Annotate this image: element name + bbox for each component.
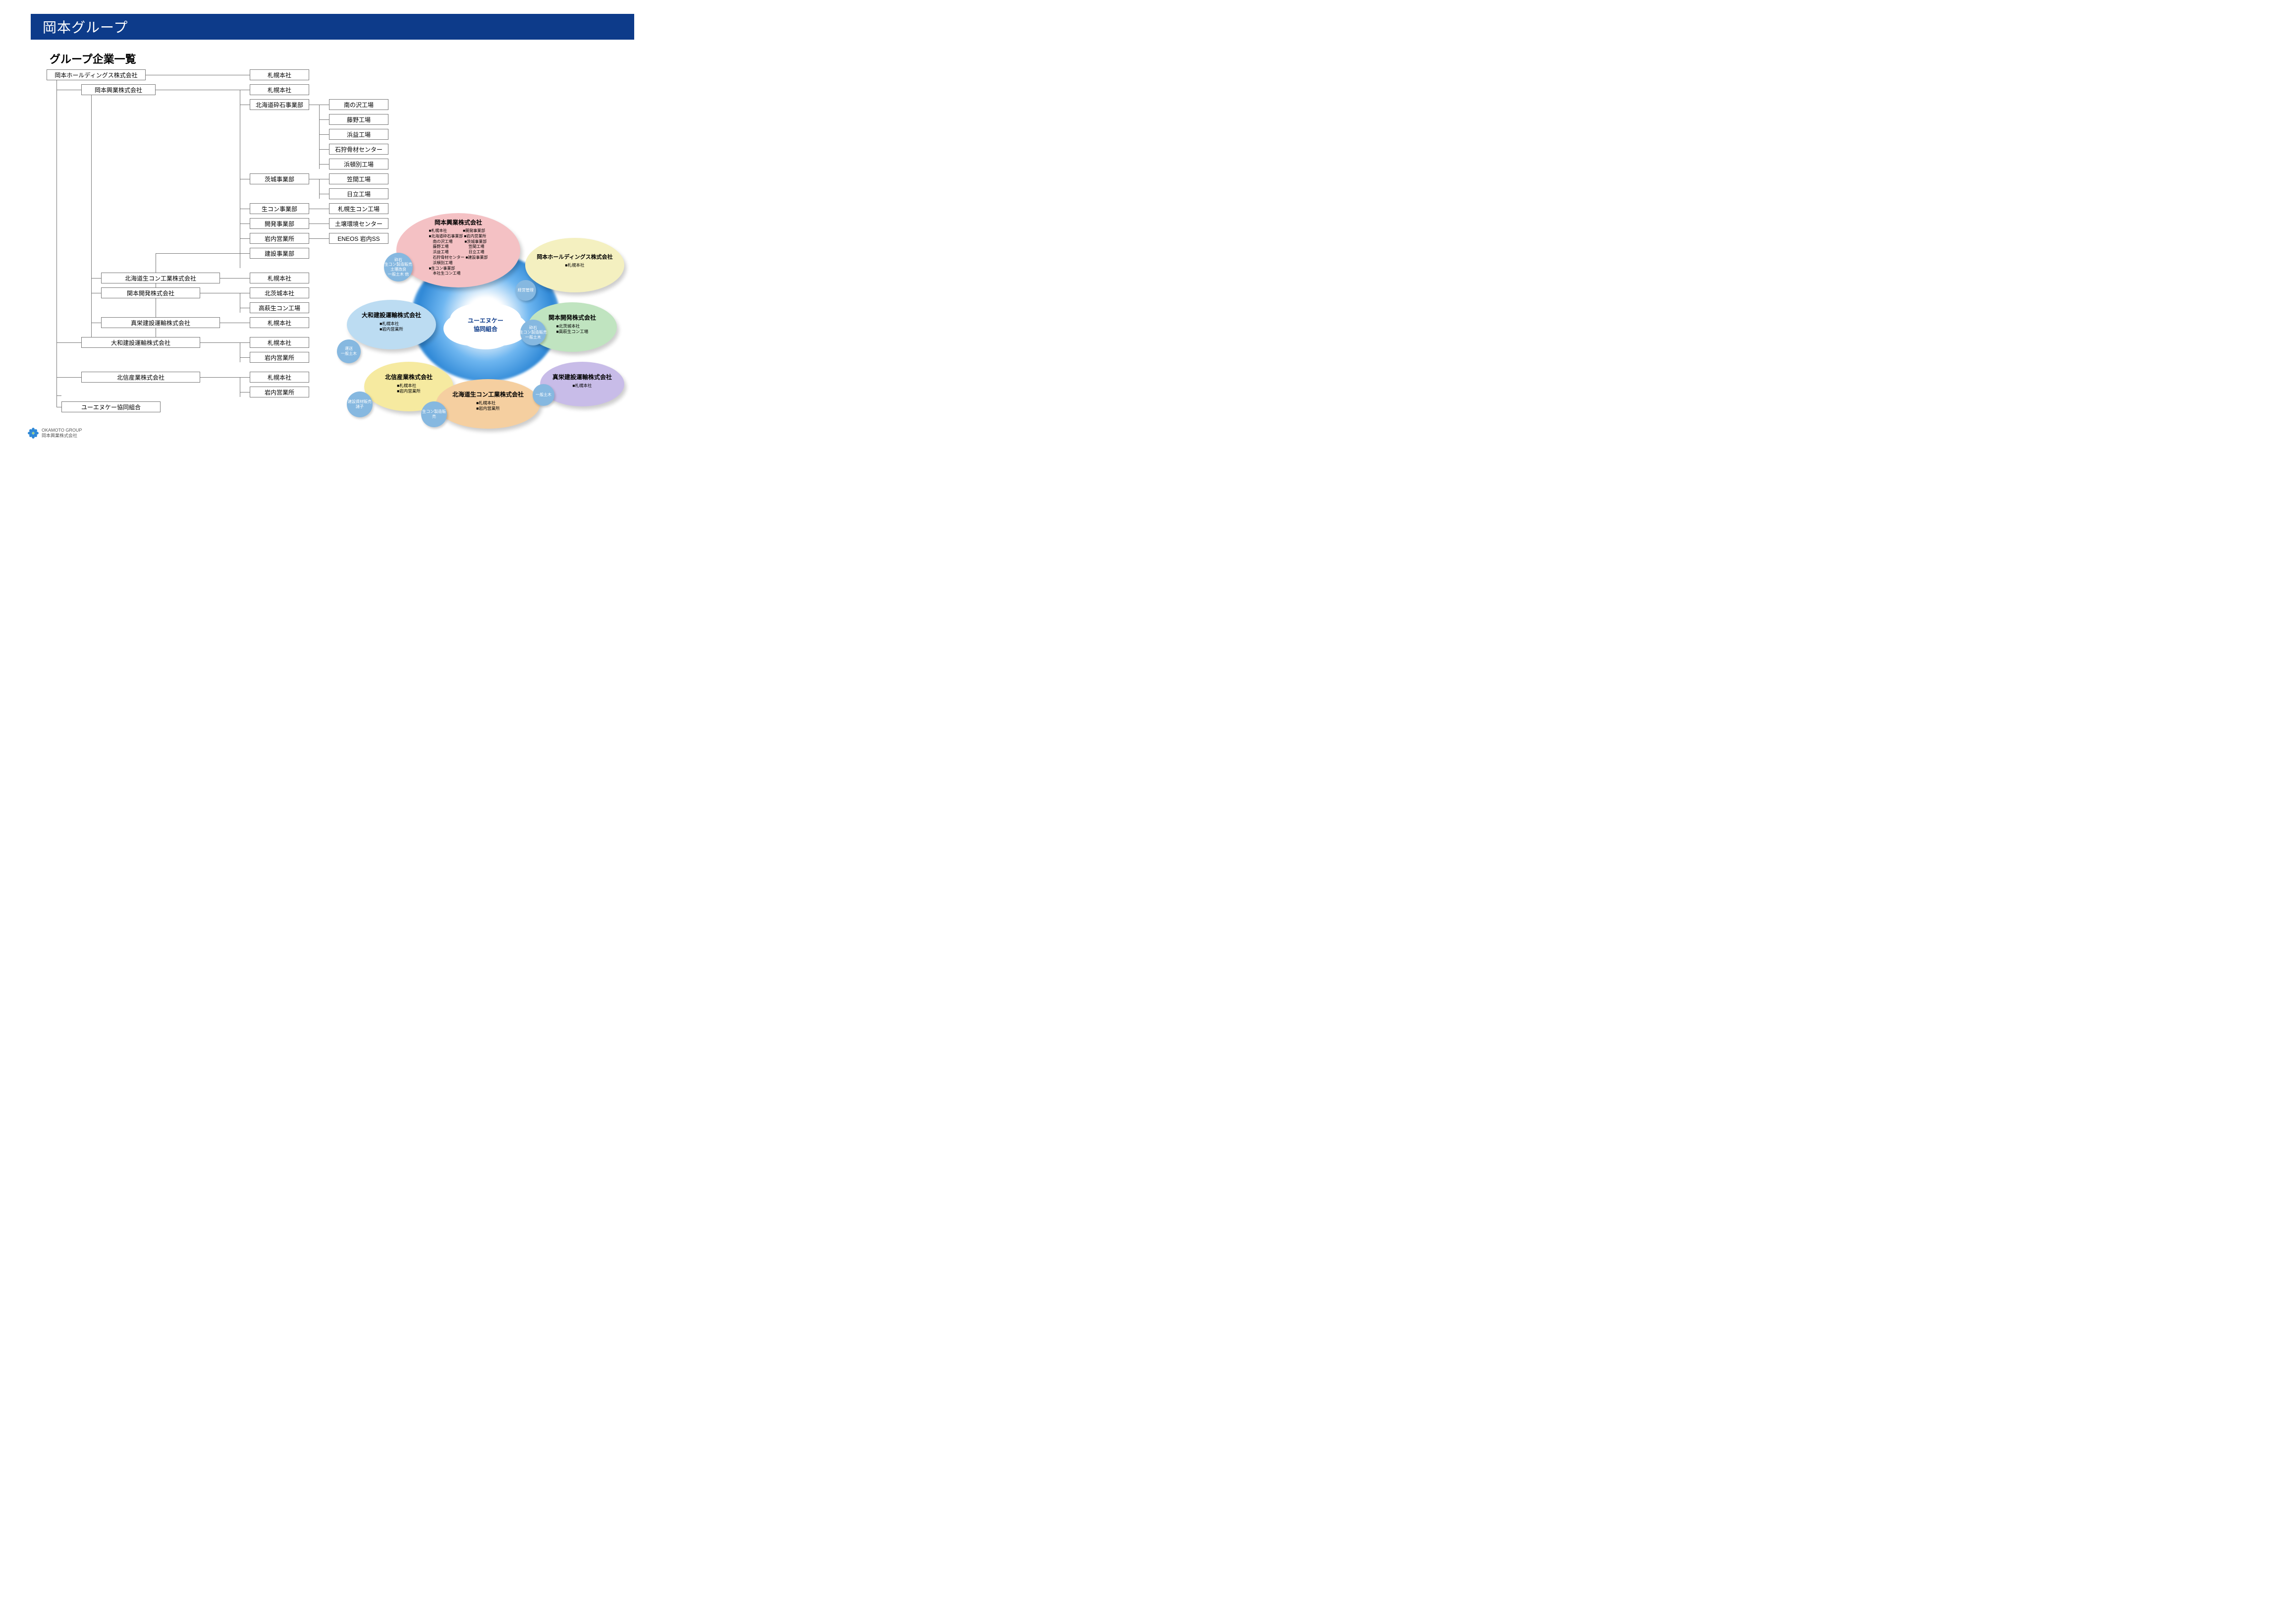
ellipse-pink: 岡本興業株式会社 ■札幌本社 ■開発事業部 ■北海道砕石事業部 ■岩内営業所 南… — [396, 213, 520, 287]
connector — [309, 238, 329, 239]
node-plant: 南の沢工場 — [329, 99, 388, 110]
node-plant: 札幌生コン工場 — [329, 203, 388, 214]
ellipse-body: ■札幌本社 ■岩内営業所 — [476, 400, 500, 412]
footer-l2: 岡本興業株式会社 — [42, 433, 82, 439]
page-title: 岡本グループ — [43, 17, 128, 37]
node-plant: 浜益工場 — [329, 129, 388, 140]
ellipse-lyellow: 岡本ホールディングス株式会社 ■札幌本社 — [525, 238, 624, 292]
connector — [240, 357, 250, 358]
connector — [319, 164, 329, 165]
footer-text: OKAMOTO GROUP 岡本興業株式会社 — [42, 428, 82, 439]
node-hq: 札幌本社 — [250, 372, 309, 383]
node-dept-namakon: 生コン事業部 — [250, 203, 309, 214]
center-l2: 協同組合 — [474, 325, 497, 333]
connector — [200, 342, 240, 343]
node-unk: ユーエヌケー協同組合 — [61, 401, 161, 412]
node-branch: 岩内営業所 — [250, 352, 309, 363]
node-hq: 北茨城本社 — [250, 287, 309, 298]
connector — [56, 80, 57, 395]
ellipse-body: ■札幌本社 — [565, 263, 584, 268]
node-plant: 笠間工場 — [329, 173, 388, 184]
ellipse-title: 岡本興業株式会社 — [435, 218, 482, 226]
connector — [240, 238, 250, 239]
connector — [220, 278, 250, 279]
node-plant: 石狩骨材センター — [329, 144, 388, 155]
ellipse-body: ■札幌本社 ■開発事業部 ■北海道砕石事業部 ■岩内営業所 南の沢工場 ■茨城事… — [429, 228, 488, 277]
tag-circle: 砕石 生コン製造販売 土壌改良 一般土木 他 — [384, 253, 413, 281]
connector — [240, 253, 250, 254]
bubble-diagram: ユーエヌケー 協同組合 岡本興業株式会社 ■札幌本社 ■開発事業部 ■北海道砕石… — [337, 213, 624, 431]
connector — [91, 95, 92, 342]
node-branch: 岩内営業所 — [250, 387, 309, 397]
connector — [319, 134, 329, 135]
node-hq: 札幌本社 — [250, 317, 309, 328]
node-hokushin: 北信産業株式会社 — [81, 372, 200, 383]
bubble-center: ユーエヌケー 協同組合 — [453, 305, 518, 344]
tag-circle: 建設資材販売 諸子 — [347, 392, 373, 417]
ellipse-body: ■札幌本社 ■岩内営業所 — [380, 321, 403, 333]
ellipse-title: 関本開発株式会社 — [548, 313, 596, 322]
connector — [240, 342, 250, 343]
node-dept-hokkaido: 北海道砕石事業部 — [250, 99, 309, 110]
tag-circle: 砕石 生コン製造販売 一般土木 — [520, 320, 546, 345]
connector — [319, 105, 320, 169]
ellipse-blue: 大和建設運輸株式会社 ■札幌本社 ■岩内営業所 — [347, 300, 436, 349]
node-hokkaido-namakon: 北海道生コン工業株式会社 — [101, 273, 220, 283]
ellipse-orange: 北海道生コン工業株式会社 ■札幌本社 ■岩内営業所 — [436, 379, 540, 429]
connector — [56, 342, 81, 343]
connector — [156, 253, 240, 254]
connector — [319, 179, 320, 199]
center-l1: ユーエヌケー — [468, 316, 503, 325]
node-dept-ibaraki: 茨城事業部 — [250, 173, 309, 184]
ellipse-body: ■札幌本社 — [572, 383, 592, 389]
connector — [56, 395, 57, 407]
title-bar: 岡本グループ — [31, 14, 634, 40]
node-plant: 日立工場 — [329, 188, 388, 199]
node-kogyo-hq: 札幌本社 — [250, 84, 309, 95]
node-plant: 高萩生コン工場 — [250, 302, 309, 313]
node-sekimoto: 関本開発株式会社 — [101, 287, 200, 298]
node-shinei: 真栄建設運輸株式会社 — [101, 317, 220, 328]
connector — [200, 377, 240, 378]
ellipse-title: 岡本ホールディングス株式会社 — [537, 253, 612, 261]
node-hq: 札幌本社 — [250, 337, 309, 348]
tag-circle: 運送 一般土木 — [337, 339, 361, 363]
footer-l1: OKAMOTO GROUP — [42, 428, 82, 433]
ellipse-title: 大和建設運輸株式会社 — [362, 311, 421, 319]
logo-icon — [28, 428, 39, 439]
connector — [240, 377, 250, 378]
node-dept-kaihatsu: 開発事業部 — [250, 218, 309, 229]
connector — [56, 395, 61, 396]
subtitle: グループ企業一覧 — [50, 51, 136, 66]
ellipse-body: ■札幌本社 ■岩内営業所 — [397, 383, 421, 394]
connector — [319, 119, 329, 120]
node-plant: 藤野工場 — [329, 114, 388, 125]
ellipse-title: 真栄建設運輸株式会社 — [552, 373, 612, 381]
node-daiwa: 大和建設運輸株式会社 — [81, 337, 200, 348]
ellipse-title: 北海道生コン工業株式会社 — [452, 390, 524, 398]
node-iwanai: 岩内営業所 — [250, 233, 309, 244]
tag-circle: 生コン製造販売 — [421, 401, 447, 427]
node-holdings-hq: 札幌本社 — [250, 69, 309, 80]
node-plant: 浜頓別工場 — [329, 159, 388, 169]
node-kogyo: 岡本興業株式会社 — [81, 84, 156, 95]
ellipse-body: ■北茨城本社 ■高萩生コン工場 — [556, 324, 589, 335]
tag-circle: 経営管理 — [515, 280, 536, 301]
node-dept-kensetsu: 建設事業部 — [250, 248, 309, 259]
connector — [91, 278, 101, 279]
tag-circle: 一般土木 — [533, 384, 554, 406]
connector — [56, 377, 81, 378]
connector — [319, 149, 329, 150]
footer-logo: OKAMOTO GROUP 岡本興業株式会社 — [28, 428, 82, 439]
node-holdings: 岡本ホールディングス株式会社 — [47, 69, 146, 80]
node-hq: 札幌本社 — [250, 273, 309, 283]
ellipse-title: 北信産業株式会社 — [385, 373, 433, 381]
